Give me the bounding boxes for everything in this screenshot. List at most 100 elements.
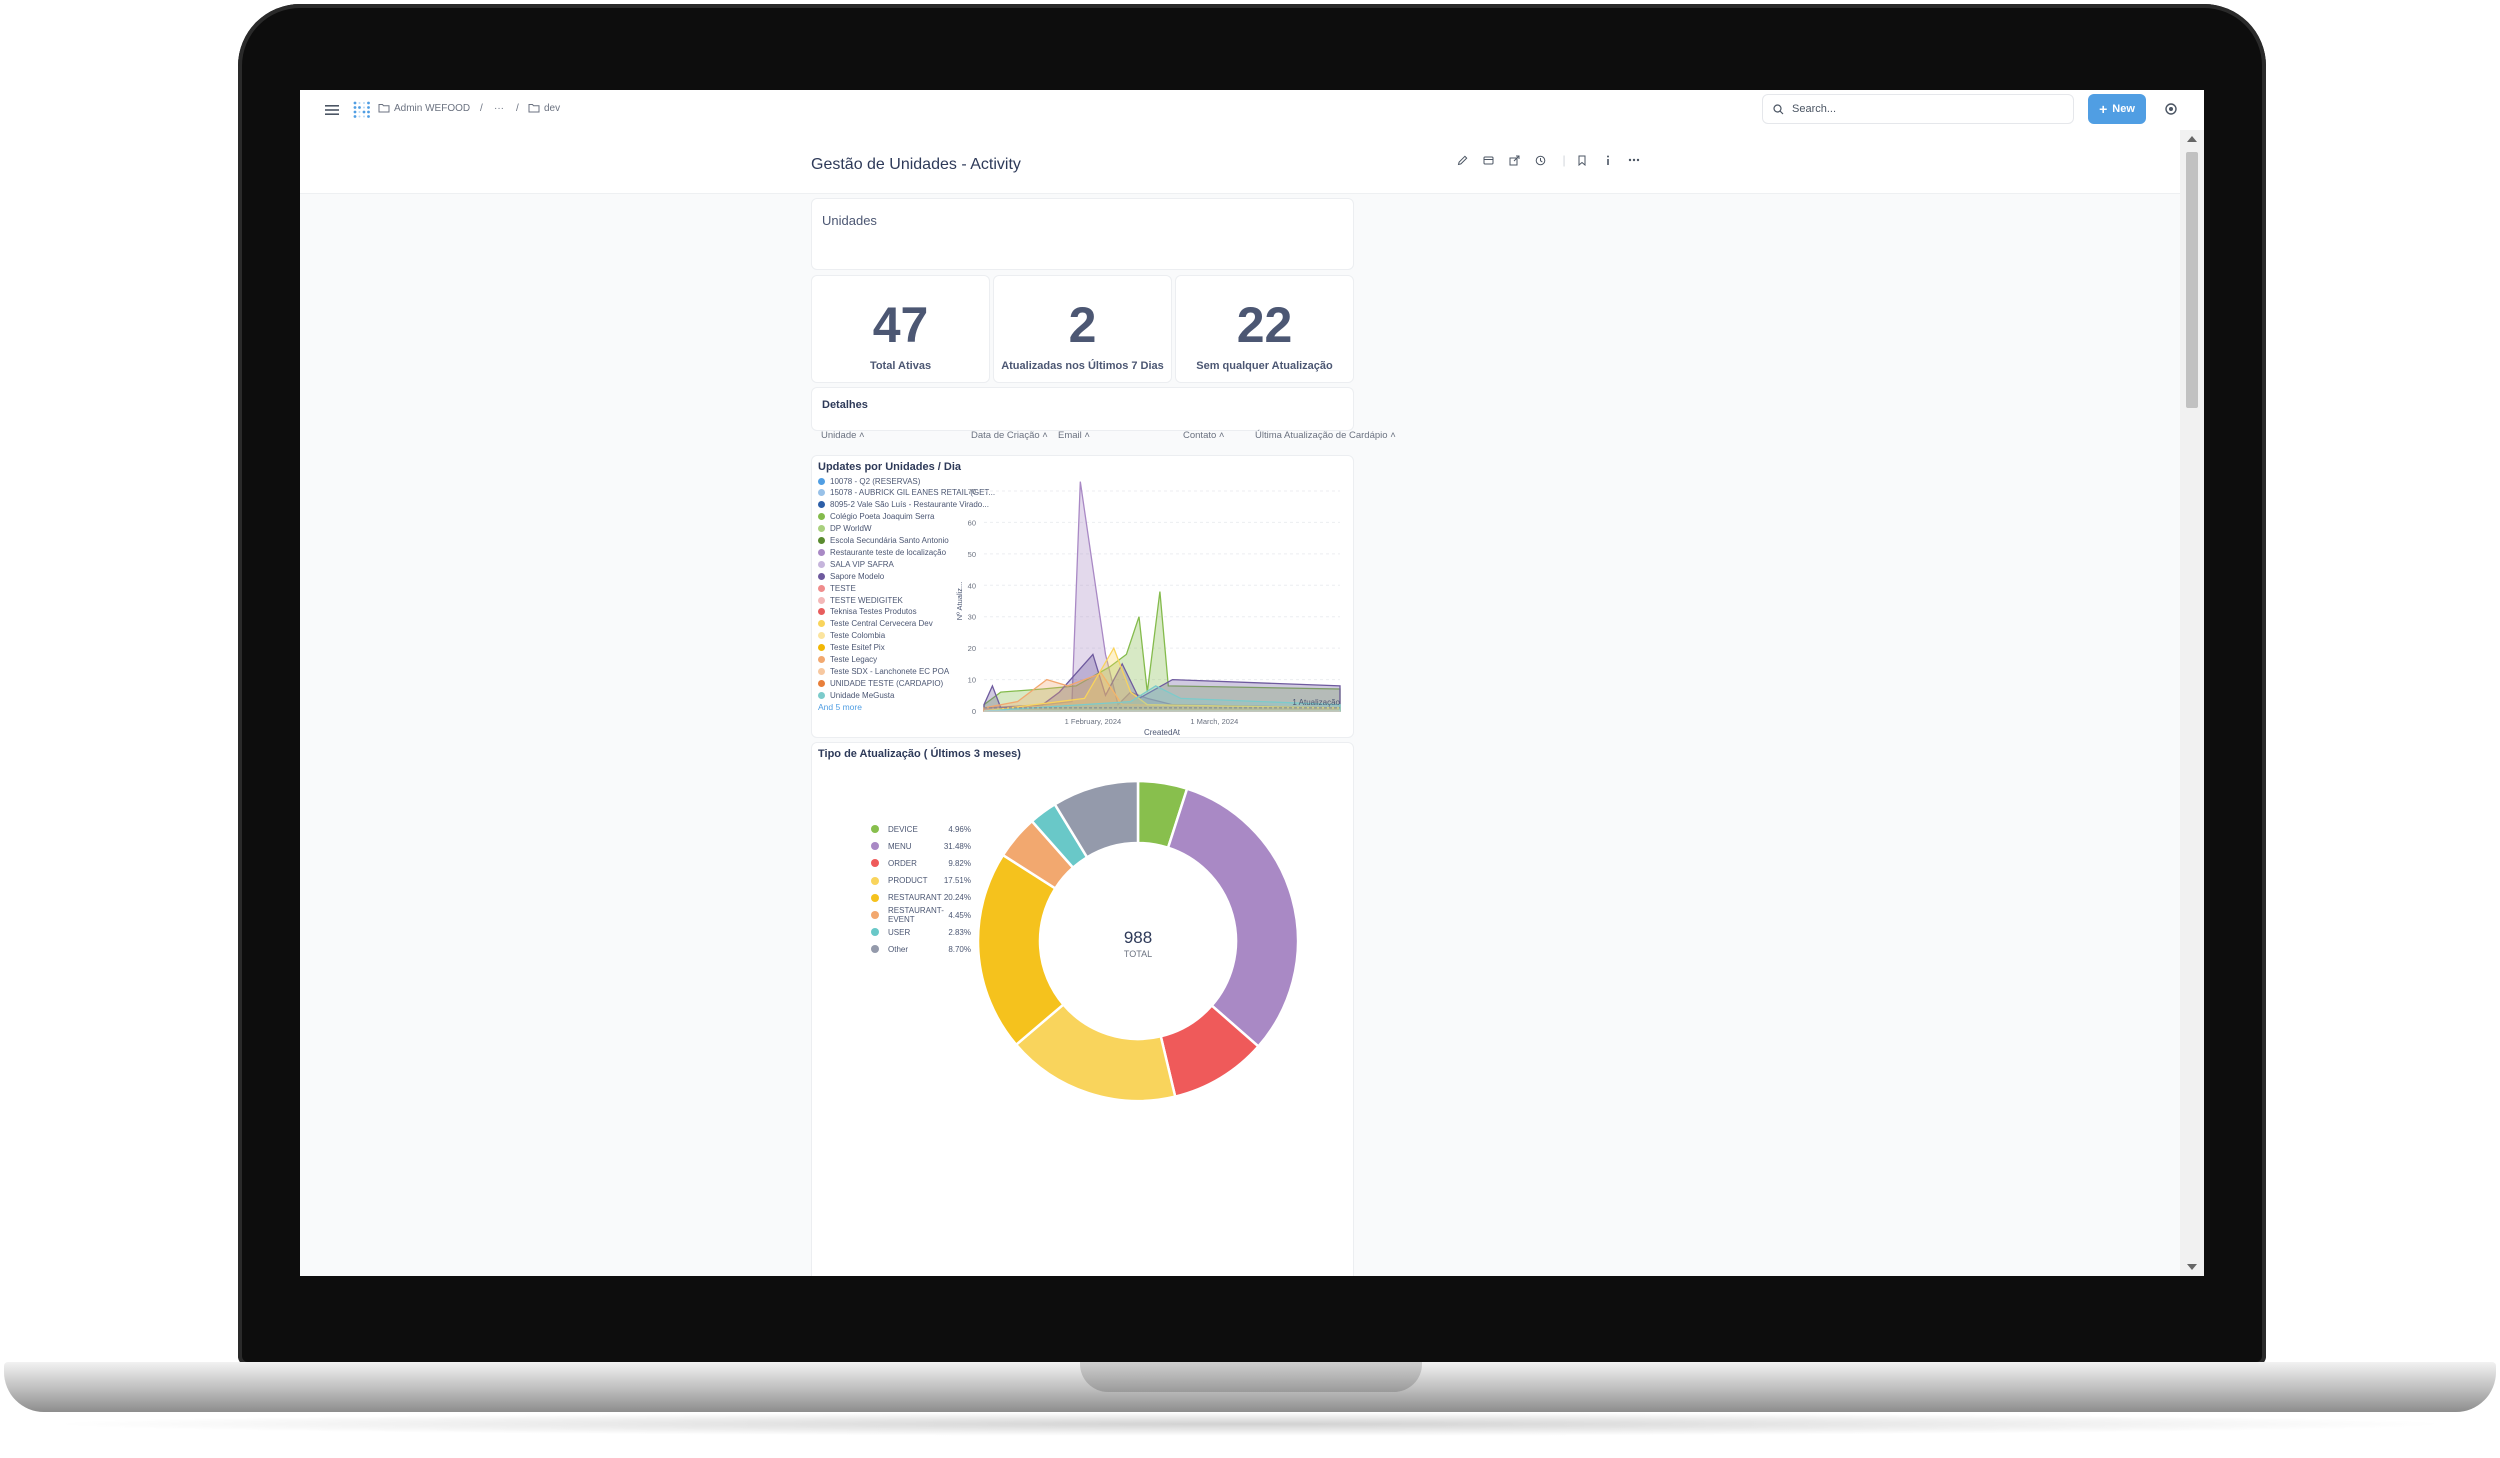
legend-item[interactable]: Teknisa Testes Produtos: [818, 605, 917, 619]
pie-legend-percent: 9.82%: [948, 858, 971, 868]
legend-color-dot: [818, 477, 825, 485]
donut-slice[interactable]: [1053, 779, 1140, 860]
updates-area-chart-card: Updates por Unidades / Dia 10078 - Q2 (R…: [811, 455, 1354, 738]
legend-color-dot: [871, 893, 879, 902]
page-title[interactable]: Gestão de Unidades - Activity: [811, 156, 1021, 173]
legend-item[interactable]: 10078 - Q2 (RESERVAS): [818, 474, 920, 488]
sort-arrow-icon: ˄: [1084, 430, 1090, 441]
y-axis-label: Nº Atualiz...: [955, 582, 964, 621]
kpi-label: Atualizadas nos Últimos 7 Dias: [1001, 360, 1164, 372]
donut-chart[interactable]: 988 TOTAL: [812, 743, 1355, 1276]
dashboard-header: Gestão de Unidades - Activity |: [300, 130, 2180, 194]
pie-legend-item[interactable]: RESTAURANT 20.24%: [871, 891, 971, 905]
metabase-logo-icon[interactable]: [352, 100, 372, 120]
legend-item[interactable]: Teste SDX - Lanchonete EC POA: [818, 664, 949, 678]
legend-item[interactable]: SALA VIP SAFRA: [818, 557, 894, 571]
legend-item[interactable]: Teste Esitef Pix: [818, 641, 885, 655]
pie-legend-item[interactable]: Other 8.70%: [871, 942, 971, 956]
legend-and-more-link[interactable]: And 5 more: [818, 702, 862, 713]
legend-label: TESTE: [830, 583, 856, 593]
edit-pencil-icon[interactable]: [1450, 148, 1474, 172]
legend-item[interactable]: TESTE: [818, 581, 856, 595]
legend-item[interactable]: TESTE WEDIGITEK: [818, 593, 903, 607]
area-chart-plot[interactable]: 0 10 20 30 40 50 60 70 1 Atualização 1 February, …: [812, 456, 1355, 739]
pie-legend-item[interactable]: USER 2.83%: [871, 925, 971, 939]
pie-legend-percent: 31.48%: [943, 841, 971, 851]
legend-color-dot: [818, 596, 825, 604]
legend-item[interactable]: 8095-2 Vale São Luís - Restaurante Virad…: [818, 498, 989, 512]
legend-label: UNIDADE TESTE (CARDAPIO): [830, 678, 944, 688]
donut-slice[interactable]: [1166, 787, 1300, 1049]
bookmark-icon[interactable]: [1570, 148, 1594, 172]
info-icon[interactable]: [1596, 148, 1620, 172]
hamburger-menu-icon[interactable]: [324, 102, 340, 118]
legend-color-dot: [871, 876, 879, 885]
legend-item[interactable]: 15078 - AUBRICK GIL EANES RETAIL (GET...: [818, 486, 995, 500]
breadcrumb-dev[interactable]: dev: [544, 103, 561, 114]
legend-item[interactable]: Restaurante teste de localização: [818, 545, 946, 559]
legend-color-dot: [871, 859, 879, 868]
more-options-icon[interactable]: [1622, 148, 1646, 172]
history-clock-icon[interactable]: [1528, 148, 1552, 172]
subscription-icon[interactable]: [1476, 148, 1500, 172]
legend-color-dot: [818, 501, 825, 509]
breadcrumb-ellipsis[interactable]: ···: [494, 103, 504, 114]
search-input[interactable]: Search...: [1762, 94, 2074, 124]
kpi-value: 47: [872, 297, 929, 353]
area-chart-title[interactable]: Updates por Unidades / Dia: [818, 461, 962, 473]
folder-icon: [378, 103, 390, 113]
legend-color-dot: [818, 667, 825, 675]
pie-legend-percent: 4.96%: [948, 824, 971, 834]
legend-item[interactable]: Colégio Poeta Joaquim Serra: [818, 510, 935, 524]
legend-item[interactable]: Teste Legacy: [818, 653, 877, 667]
area-series[interactable]: [983, 591, 1341, 712]
legend-label: TESTE WEDIGITEK: [830, 595, 903, 605]
kpi-card-sem-atualizacao[interactable]: 22 Sem qualquer Atualização: [1175, 275, 1354, 383]
breadcrumb-admin-wefood[interactable]: Admin WEFOOD: [394, 103, 471, 114]
legend-item[interactable]: Unidade MeGusta: [818, 688, 894, 702]
area-series[interactable]: [983, 653, 1341, 712]
detalhes-table-card: Detalhes: [811, 387, 1354, 431]
scroll-down-arrow-icon[interactable]: [2187, 1264, 2197, 1270]
new-button[interactable]: + New: [2088, 94, 2146, 124]
page-scrollbar[interactable]: [2180, 130, 2204, 1276]
kpi-card-atualizadas-7-dias[interactable]: 2 Atualizadas nos Últimos 7 Dias: [993, 275, 1172, 383]
legend-color-dot: [818, 679, 825, 687]
detalhes-table-header: Unidade ˄ Data de Criação ˄ Email ˄ Cont…: [811, 387, 1396, 447]
legend-item[interactable]: Sapore Modelo: [818, 569, 884, 583]
scrollbar-thumb[interactable]: [2186, 152, 2198, 408]
legend-item[interactable]: UNIDADE TESTE (CARDAPIO): [818, 676, 943, 690]
pie-legend-item[interactable]: RESTAURANT-EVENT 4.45%: [871, 906, 971, 924]
pie-legend-item[interactable]: PRODUCT 17.51%: [871, 874, 971, 888]
pie-legend-label: DEVICE: [888, 824, 918, 834]
pie-legend-item[interactable]: ORDER 9.82%: [871, 856, 971, 870]
legend-item[interactable]: Teste Colombia: [818, 629, 885, 643]
legend-item[interactable]: Teste Central Cervecera Dev: [818, 617, 933, 631]
pie-legend-item[interactable]: DEVICE 4.96%: [871, 822, 971, 836]
legend-color-dot: [818, 548, 825, 556]
scroll-up-arrow-icon[interactable]: [2187, 136, 2197, 142]
legend-item[interactable]: DP WorldW: [818, 522, 872, 536]
pie-legend-label: PRODUCT: [888, 876, 928, 886]
top-navbar: Admin WEFOOD / ··· / dev Search... + New: [300, 90, 2204, 130]
column-header-email[interactable]: Email ˄: [1058, 430, 1090, 441]
legend-label: 8095-2 Vale São Luís - Restaurante Virad…: [830, 500, 989, 510]
share-icon[interactable]: [1502, 148, 1526, 172]
column-header-unidade[interactable]: Unidade ˄: [821, 430, 865, 441]
y-tick-label: 60: [968, 518, 976, 527]
legend-item[interactable]: Escola Secundária Santo Antonio: [818, 534, 949, 548]
pie-legend-label: RESTAURANT-EVENT: [888, 906, 944, 924]
legend-label: Sapore Modelo: [830, 571, 885, 581]
kpi-card-total-ativas[interactable]: 47 Total Ativas: [811, 275, 990, 383]
pie-legend-item[interactable]: MENU 31.48%: [871, 839, 971, 853]
kpi-label: Total Ativas: [869, 360, 932, 372]
gear-icon[interactable]: [2160, 98, 2182, 120]
column-header-data-criacao[interactable]: Data de Criação ˄: [971, 430, 1048, 441]
sort-arrow-icon: ˄: [859, 430, 865, 441]
laptop-shadow: [40, 1412, 2460, 1436]
pie-chart-title[interactable]: Tipo de Atualização ( Últimos 3 meses): [818, 748, 1021, 760]
y-tick-label: 30: [968, 613, 976, 622]
legend-label: Escola Secundária Santo Antonio: [830, 536, 949, 545]
column-header-ultima-atualizacao[interactable]: Última Atualização de Cardápio ˄: [1255, 430, 1396, 441]
column-header-contato[interactable]: Contato ˄: [1183, 430, 1224, 441]
